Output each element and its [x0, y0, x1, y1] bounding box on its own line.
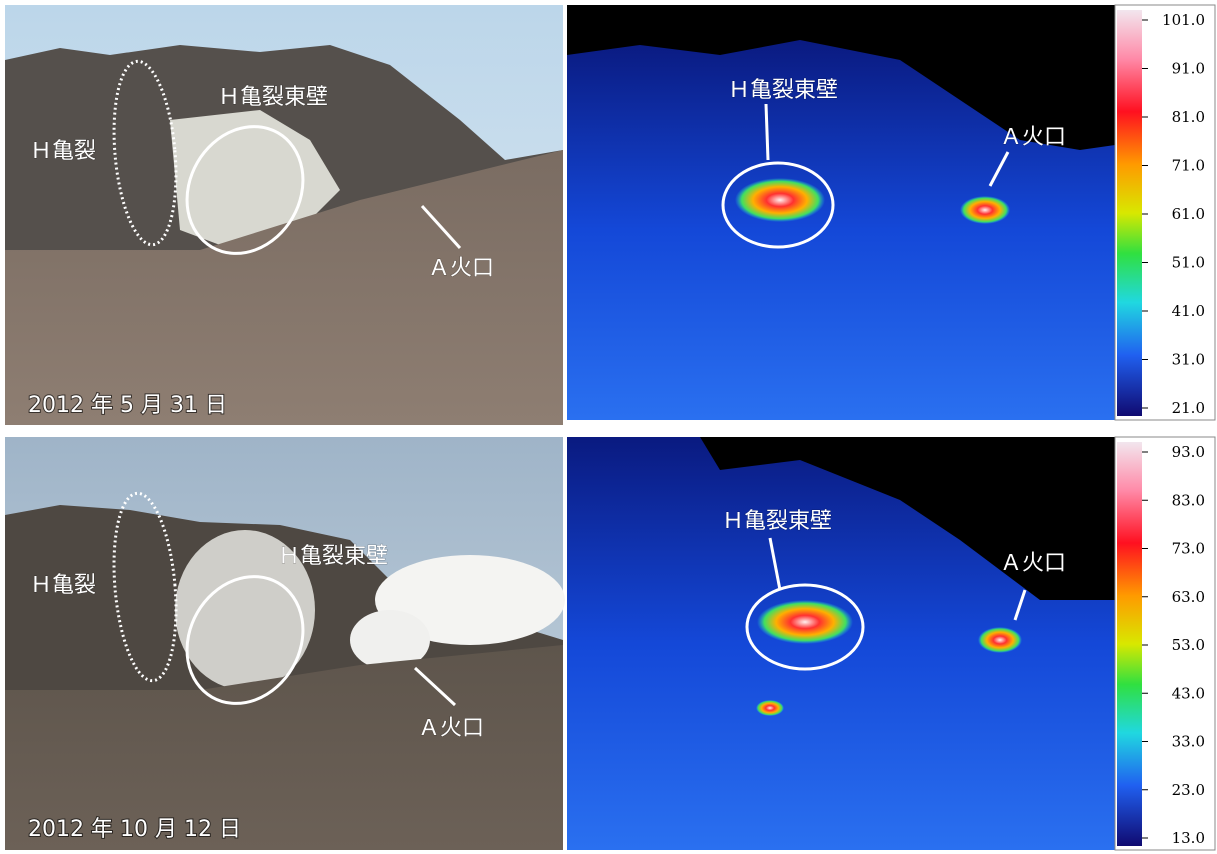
crater-label: Ａ火口 — [1000, 551, 1066, 576]
leader-line — [764, 103, 770, 161]
leader-line — [420, 204, 462, 250]
colorbar-tick-label: 41.0 — [1172, 302, 1205, 320]
colorbar — [1117, 442, 1142, 846]
hot-spot — [978, 627, 1022, 653]
crack-label: Ｈ亀裂 — [30, 139, 96, 164]
thermal-top: Ｈ亀裂東壁 Ａ火口 101.0 91.0 81.0 71.0 61.0 51.0 41.0 3… — [567, 4, 1216, 421]
hot-spot — [735, 178, 825, 222]
hot-spot — [960, 196, 1010, 224]
colorbar-tick-label: 81.0 — [1172, 108, 1205, 126]
colorbar-tick-label: 31.0 — [1172, 351, 1205, 369]
colorbar-tick-label: 63.0 — [1172, 588, 1205, 606]
steam — [375, 555, 565, 645]
colorbar-tick-label: 61.0 — [1172, 205, 1205, 223]
colorbar-tick-label: 23.0 — [1172, 781, 1205, 799]
colorbar-tick-label: 53.0 — [1172, 636, 1205, 654]
thermal-bottom: Ｈ亀裂東壁 Ａ火口 93.0 83.0 73.0 63.0 53.0 43.0 33.0 23… — [567, 436, 1216, 851]
crack-label: Ｈ亀裂 — [30, 573, 96, 598]
colorbar-ticks: 101.0 91.0 81.0 71.0 61.0 51.0 41.0 31.0 21.0 — [1142, 11, 1205, 417]
colorbar-tick-label: 33.0 — [1172, 733, 1205, 751]
leader-line — [768, 537, 782, 591]
colorbar-tick-label: 91.0 — [1172, 60, 1205, 78]
wall-outline — [185, 125, 305, 255]
wall-label: Ｈ亀裂東壁 — [728, 78, 838, 103]
photo-bottom: Ｈ亀裂 Ｈ亀裂東壁 Ａ火口 2012 年 10 月 12 日 — [5, 437, 565, 850]
crater-label: Ａ火口 — [418, 716, 484, 741]
colorbar-tick-label: 93.0 — [1172, 443, 1205, 461]
colorbar-tick-label: 51.0 — [1172, 254, 1205, 272]
thermal-terrain — [567, 437, 1115, 850]
steam — [175, 530, 315, 690]
leader-line — [413, 666, 457, 707]
colorbar-tick-label: 83.0 — [1172, 491, 1205, 509]
crack-outline — [112, 59, 178, 247]
colorbar-tick-label: 101.0 — [1162, 11, 1205, 29]
colorbar — [1117, 10, 1142, 416]
wall-label: Ｈ亀裂東壁 — [218, 85, 328, 110]
steam — [350, 610, 430, 670]
leader-line — [1013, 589, 1027, 621]
colorbar-tick-label: 71.0 — [1172, 157, 1205, 175]
photo-top: Ｈ亀裂 Ｈ亀裂東壁 Ａ火口 2012 年 5 月 31 日 — [5, 5, 563, 425]
colorbar-tick-label: 13.0 — [1172, 829, 1205, 847]
date-label: 2012 年 10 月 12 日 — [28, 817, 241, 842]
colorbar-ticks: 93.0 83.0 73.0 63.0 53.0 43.0 33.0 23.0 13.0 — [1142, 443, 1205, 847]
ground — [5, 150, 563, 425]
wall-outline — [721, 161, 835, 249]
crack-outline — [112, 491, 178, 683]
hot-spot — [756, 700, 784, 716]
date-label: 2012 年 5 月 31 日 — [28, 393, 227, 418]
ground — [5, 645, 563, 850]
colorbar-tick-label: 21.0 — [1172, 399, 1205, 417]
wall-label: Ｈ亀裂東壁 — [278, 544, 388, 569]
colorbar-tick-label: 43.0 — [1172, 684, 1205, 702]
crater-label: Ａ火口 — [428, 256, 494, 281]
wall-label: Ｈ亀裂東壁 — [722, 509, 832, 534]
hot-spot — [757, 600, 853, 644]
wall-outline — [745, 583, 865, 671]
thermal-terrain — [567, 40, 1115, 420]
colorbar-tick-label: 73.0 — [1172, 540, 1205, 558]
wall-outline — [185, 575, 305, 705]
leader-line — [988, 151, 1010, 187]
crater-label: Ａ火口 — [1000, 125, 1066, 150]
